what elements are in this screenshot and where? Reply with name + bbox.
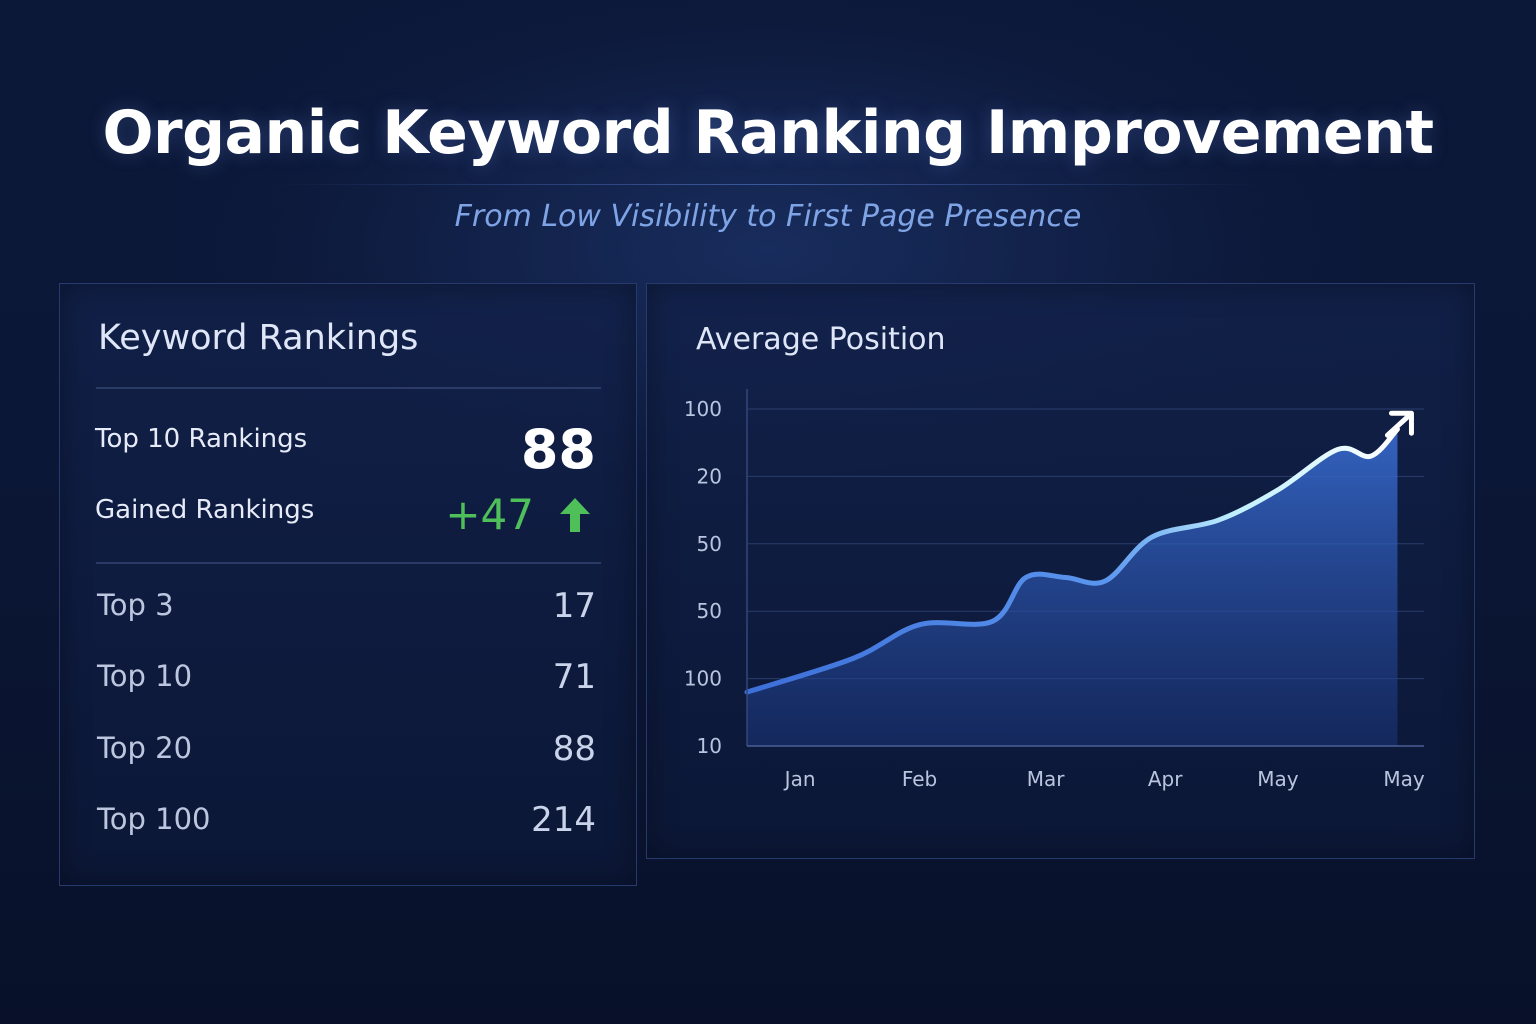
y-tick-label: 10 bbox=[697, 734, 722, 758]
y-tick-label: 100 bbox=[684, 667, 722, 691]
tier-label-top100: Top 100 bbox=[97, 802, 211, 836]
tier-value-top10: 71 bbox=[552, 657, 596, 697]
tier-label-top10: Top 10 bbox=[97, 659, 193, 693]
x-tick-label: May bbox=[1383, 767, 1425, 791]
gained-rankings-value: +47 bbox=[445, 490, 534, 539]
average-position-panel: Average Position 100 20 50 50 100 10 Jan Feb Mar… bbox=[646, 283, 1475, 859]
tier-value-top3: 17 bbox=[552, 586, 596, 626]
x-tick-label: Jan bbox=[783, 767, 816, 791]
panel-divider bbox=[96, 387, 601, 389]
title-divider bbox=[270, 184, 1266, 185]
tier-value-top100: 214 bbox=[531, 800, 596, 840]
top10-rankings-label: Top 10 Rankings bbox=[95, 424, 308, 454]
arrow-up-icon bbox=[560, 498, 590, 532]
series-line bbox=[744, 426, 1400, 695]
x-tick-label: Mar bbox=[1027, 767, 1066, 791]
average-position-chart: 100 20 50 50 100 10 Jan Feb Mar Apr May May bbox=[684, 389, 1425, 791]
panel-divider-2 bbox=[96, 562, 601, 564]
tier-label-top3: Top 3 bbox=[97, 588, 174, 622]
keyword-rankings-panel: Keyword Rankings Top 10 Rankings 88 Gain… bbox=[59, 283, 637, 886]
tier-label-top20: Top 20 bbox=[97, 731, 193, 765]
y-tick-label: 50 bbox=[697, 599, 722, 623]
y-tick-label: 50 bbox=[697, 532, 722, 556]
top10-rankings-value: 88 bbox=[520, 418, 596, 481]
page-title: Organic Keyword Ranking Improvement bbox=[102, 98, 1434, 168]
series-area bbox=[747, 429, 1398, 746]
gained-rankings-label: Gained Rankings bbox=[95, 495, 315, 525]
x-tick-label: Apr bbox=[1148, 767, 1183, 791]
y-tick-label: 20 bbox=[697, 464, 722, 488]
keyword-rankings-title: Keyword Rankings bbox=[98, 318, 419, 358]
average-position-title: Average Position bbox=[696, 322, 946, 357]
tier-value-top20: 88 bbox=[552, 729, 596, 769]
x-tick-label: Feb bbox=[902, 767, 937, 791]
arrow-up-right-icon bbox=[1384, 410, 1414, 438]
y-tick-label: 100 bbox=[684, 397, 722, 421]
x-tick-label: May bbox=[1257, 767, 1299, 791]
page-subtitle: From Low Visibility to First Page Presen… bbox=[454, 199, 1082, 234]
